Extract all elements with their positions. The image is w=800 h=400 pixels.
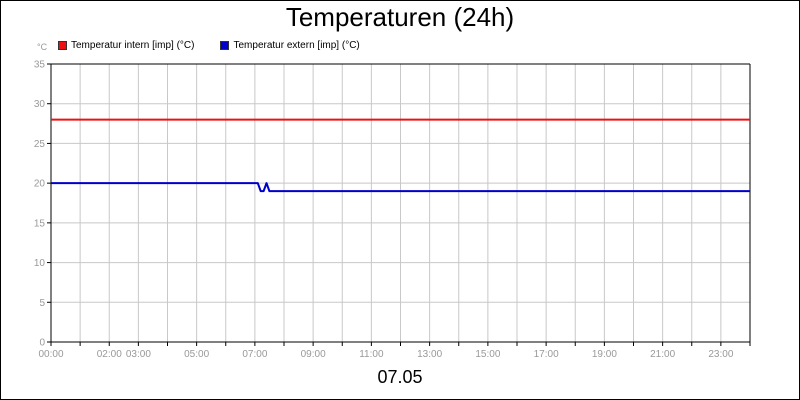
y-tick-label: 35	[34, 60, 46, 71]
legend-swatch-extern	[220, 40, 230, 50]
y-tick-label: 5	[39, 298, 45, 309]
x-tick-label: 07:00	[242, 349, 267, 360]
legend: Temperatur intern [imp] (°C) Temperatur …	[58, 38, 386, 52]
x-tick-label: 23:00	[708, 349, 733, 360]
x-tick-label: 00:00	[38, 349, 63, 360]
x-tick-label: 05:00	[184, 349, 209, 360]
legend-label-intern: Temperatur intern [imp] (°C)	[71, 39, 195, 51]
y-axis-unit: °C	[37, 42, 48, 52]
x-tick-label: 21:00	[650, 349, 675, 360]
x-tick-label: 03:00	[126, 349, 151, 360]
legend-item-intern: Temperatur intern [imp] (°C)	[58, 40, 194, 51]
x-tick-label: 13:00	[417, 349, 442, 360]
x-tick-label: 19:00	[592, 349, 617, 360]
x-axis-date-label: 07.05	[377, 367, 423, 387]
y-tick-label: 0	[39, 338, 45, 349]
y-tick-label: 20	[34, 179, 46, 190]
legend-item-extern: Temperatur extern [imp] (°C)	[220, 39, 360, 51]
y-tick-label: 30	[34, 99, 46, 110]
legend-swatch-intern	[58, 40, 67, 50]
chart-title: Temperaturen (24h)	[285, 2, 515, 32]
x-tick-label: 02:00	[97, 349, 122, 360]
y-tick-label: 25	[34, 139, 46, 150]
series-line-extern	[51, 182, 750, 193]
x-tick-label: 11:00	[359, 349, 384, 360]
x-tick-label: 09:00	[301, 349, 326, 360]
x-tick-label: 17:00	[534, 349, 559, 360]
x-tick-label: 15:00	[475, 349, 500, 360]
y-tick-label: 15	[34, 218, 46, 229]
y-tick-label: 10	[34, 258, 46, 269]
legend-label-extern: Temperatur extern [imp] (°C)	[233, 39, 360, 51]
